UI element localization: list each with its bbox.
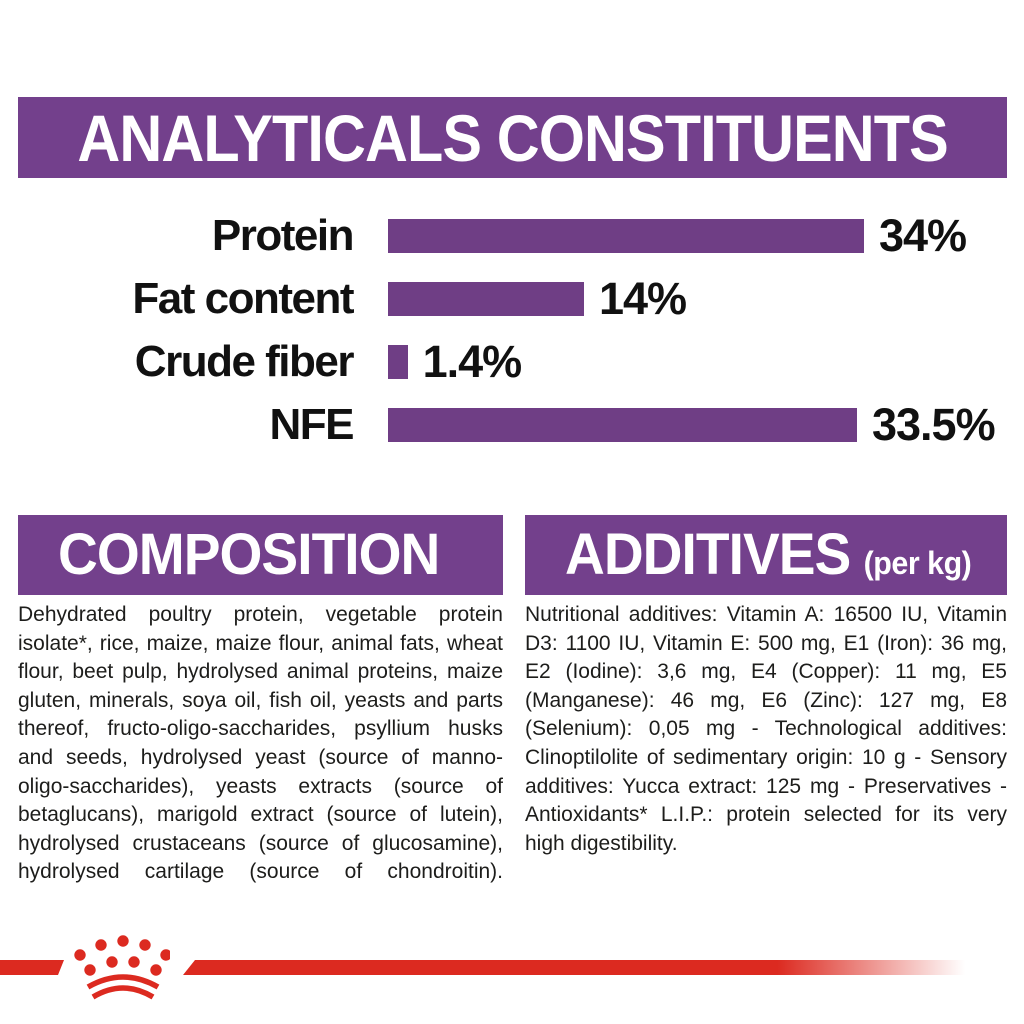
chart-row: Crude fiber 1.4%: [0, 330, 1024, 393]
chart-row: NFE 33.5%: [0, 393, 1024, 456]
additives-body: Nutritional additives: Vitamin A: 16500 …: [525, 603, 1007, 855]
footer-rule-right: [183, 960, 965, 975]
chart-bar: [388, 407, 857, 442]
page-title: ANALYTICALS CONSTITUENTS: [77, 100, 948, 175]
analytical-constituents-chart: Protein 34% Fat content 14% Crude fiber 1.4% N…: [0, 204, 1024, 456]
chart-value-label: 1.4%: [422, 335, 523, 387]
chart-value-label: 14%: [599, 272, 687, 324]
chart-bar: [388, 218, 864, 253]
additives-title: ADDITIVES: [565, 522, 851, 587]
chart-category-label: NFE: [269, 399, 355, 449]
composition-section-header: COMPOSITION: [18, 515, 503, 595]
royal-canin-crown-icon: [74, 935, 170, 1000]
composition-title: COMPOSITION: [58, 522, 440, 587]
additives-section-header: ADDITIVES (per kg): [525, 515, 1007, 595]
analytical-constituents-banner: ANALYTICALS CONSTITUENTS: [18, 97, 1007, 178]
footer-rule-left: [0, 960, 64, 975]
chart-row: Protein 34%: [0, 204, 1024, 267]
chart-bar: [388, 344, 408, 379]
chart-category-label: Fat content: [132, 273, 354, 323]
chart-category-label: Crude fiber: [134, 336, 355, 386]
chart-value-label: 33.5%: [872, 398, 996, 450]
chart-row: Fat content 14%: [0, 267, 1024, 330]
additives-unit-label: (per kg): [863, 545, 972, 581]
chart-value-label: 34%: [879, 209, 967, 261]
chart-category-label: Protein: [211, 210, 355, 260]
composition-body: Dehydrated poultry protein, vegetable pr…: [18, 603, 503, 884]
chart-bar: [388, 281, 584, 316]
